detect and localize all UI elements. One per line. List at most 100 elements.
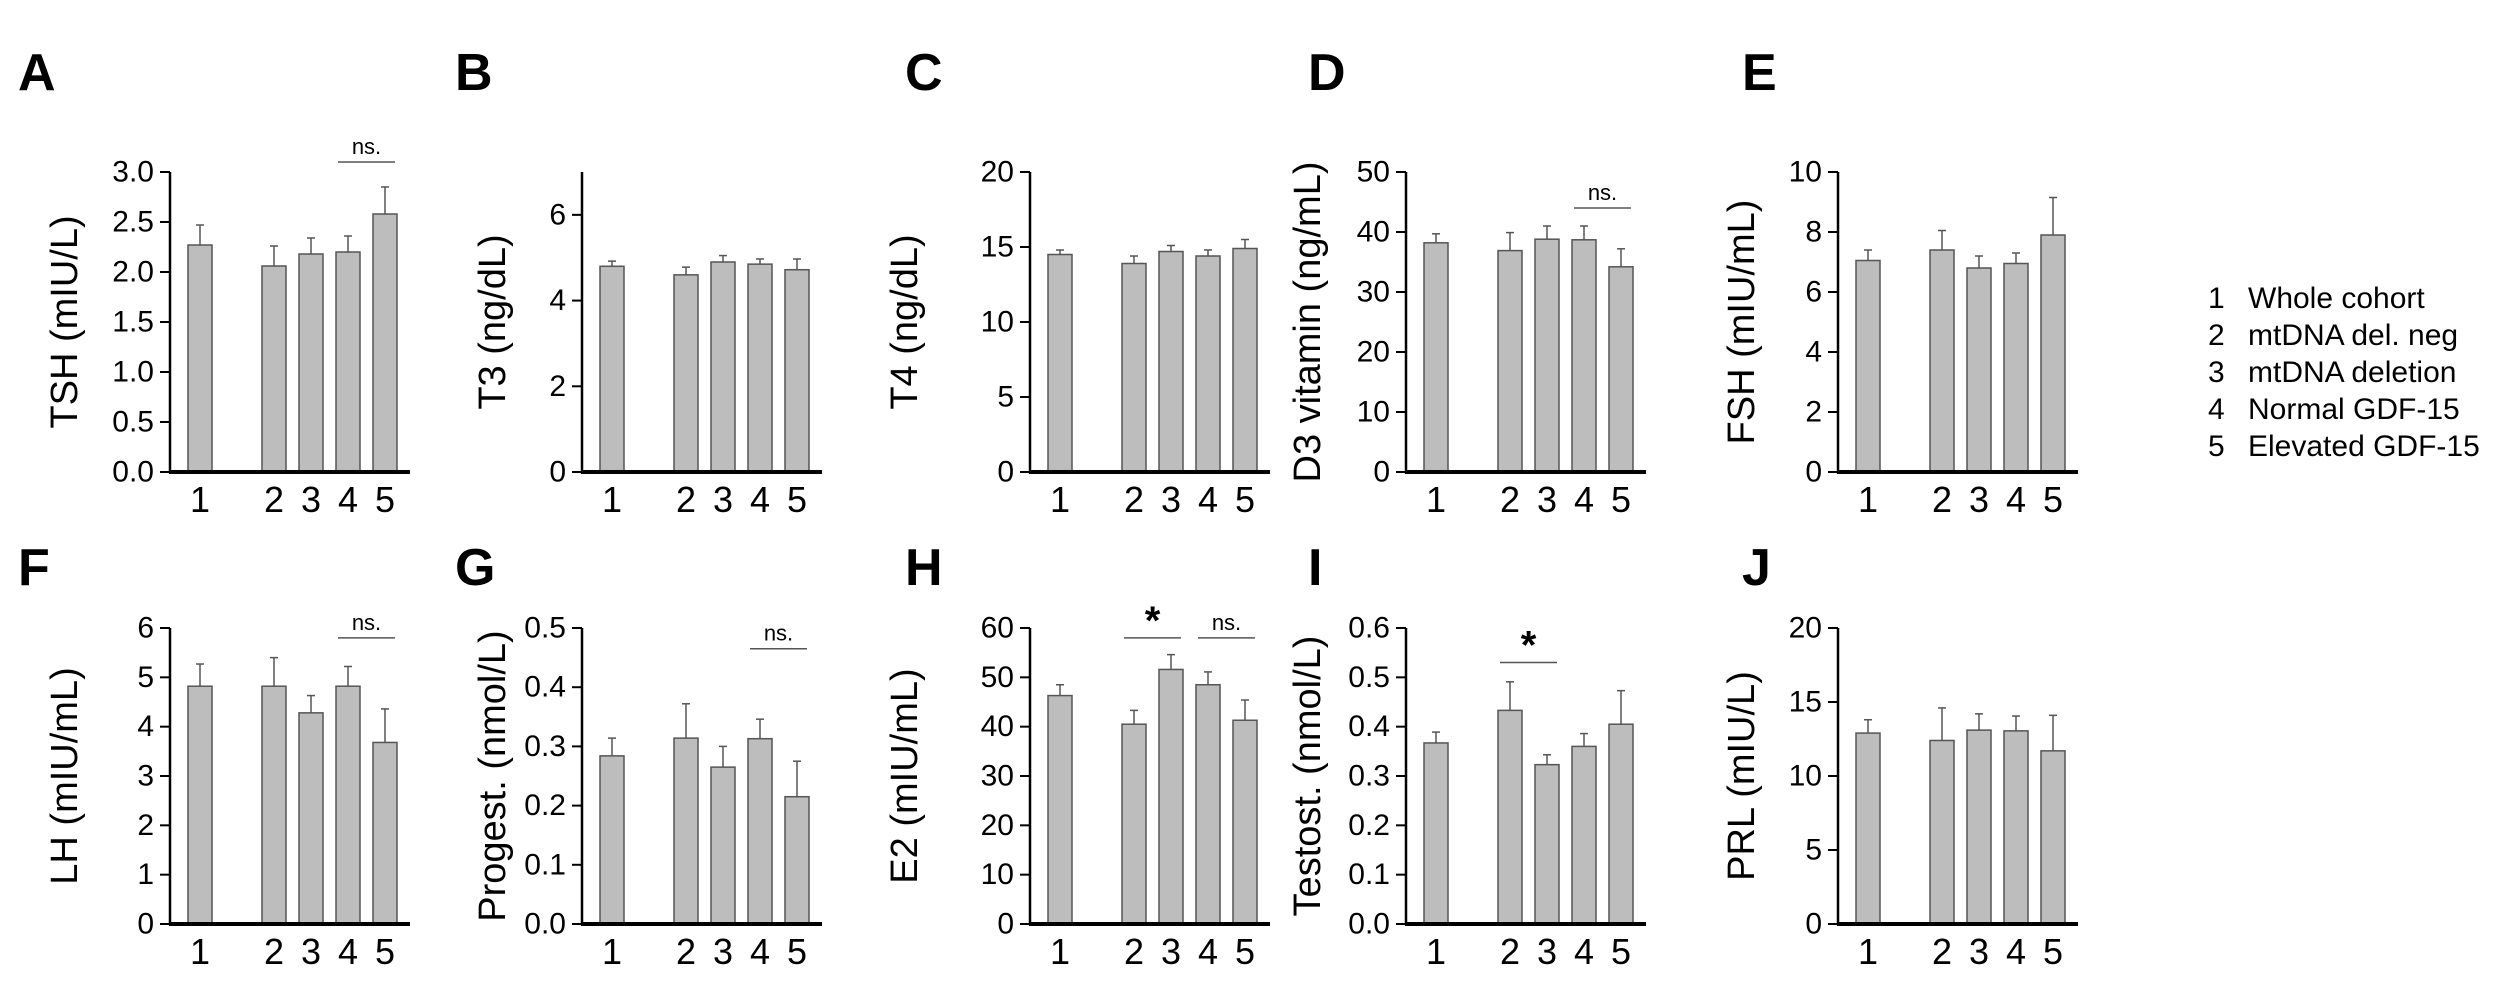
bar bbox=[2003, 730, 2029, 925]
y-tick-label: 30 bbox=[981, 760, 1014, 793]
y-axis-label: T3 (ng/dL) bbox=[472, 234, 514, 409]
significance-star: * bbox=[1521, 624, 1537, 668]
legend-item-label: Normal GDF-15 bbox=[2248, 393, 2460, 426]
bar bbox=[1497, 249, 1523, 473]
bar bbox=[1855, 732, 1881, 925]
x-tick-label: 2 bbox=[264, 931, 284, 972]
bar bbox=[1195, 683, 1221, 925]
bar bbox=[2040, 750, 2066, 925]
y-tick-label: 5 bbox=[1805, 834, 1822, 867]
legend-item-label: mtDNA deletion bbox=[2248, 356, 2456, 389]
y-tick-label: 0.3 bbox=[1348, 760, 1390, 793]
panel-letter-g: G bbox=[455, 539, 495, 597]
y-tick-label: 1.5 bbox=[112, 306, 154, 339]
y-tick-label: 3.0 bbox=[112, 156, 154, 189]
bar bbox=[1929, 739, 1955, 925]
y-tick-label: 60 bbox=[981, 612, 1014, 645]
panel-letter-h: H bbox=[905, 539, 943, 597]
x-tick-label: 3 bbox=[713, 931, 733, 972]
x-tick-label: 3 bbox=[301, 931, 321, 972]
bar bbox=[1047, 694, 1073, 925]
bar bbox=[1232, 719, 1258, 925]
y-tick-label: 10 bbox=[981, 858, 1014, 891]
bar bbox=[599, 265, 625, 473]
x-tick-label: 5 bbox=[1611, 931, 1631, 972]
y-tick-label: 20 bbox=[1357, 336, 1390, 369]
x-tick-label: 1 bbox=[190, 931, 210, 972]
bar bbox=[1571, 239, 1597, 473]
y-tick-label: 4 bbox=[549, 284, 566, 317]
y-tick-label: 8 bbox=[1805, 216, 1822, 249]
bar bbox=[673, 274, 699, 473]
x-tick-label: 2 bbox=[1500, 931, 1520, 972]
x-tick-label: 1 bbox=[1426, 931, 1446, 972]
y-tick-label: 10 bbox=[1789, 760, 1822, 793]
panel-i: I Testost. (nmol/L) 0.0 0.1 0.2 0.3 0.4 0.5 0.6 1… bbox=[1287, 539, 1646, 972]
x-tick-label: 5 bbox=[2043, 931, 2063, 972]
y-tick-label: 6 bbox=[1805, 276, 1822, 309]
x-tick-label: 5 bbox=[375, 931, 395, 972]
y-tick-label: 4 bbox=[137, 710, 154, 743]
y-tick-label: 10 bbox=[1789, 156, 1822, 189]
x-tick-label: 4 bbox=[2006, 479, 2026, 520]
bar bbox=[2040, 234, 2066, 473]
significance-star: * bbox=[1145, 599, 1161, 643]
y-tick-label: 50 bbox=[981, 661, 1014, 694]
legend-item-number: 2 bbox=[2208, 319, 2225, 352]
x-tick-label: 1 bbox=[1858, 479, 1878, 520]
bar bbox=[1608, 266, 1634, 473]
x-tick-label: 1 bbox=[602, 931, 622, 972]
panel-letter-c: C bbox=[905, 44, 943, 102]
bar bbox=[1534, 238, 1560, 473]
y-axis-label: FSH (mIU/mL) bbox=[1721, 200, 1763, 445]
y-axis-label: E2 (mIU/mL) bbox=[884, 668, 926, 883]
bar bbox=[784, 268, 810, 473]
legend-item-label: Whole cohort bbox=[2248, 282, 2425, 315]
x-tick-label: 2 bbox=[264, 479, 284, 520]
y-tick-label: 0.2 bbox=[1348, 809, 1390, 842]
y-tick-label: 0 bbox=[549, 456, 566, 489]
panel-letter-d: D bbox=[1308, 44, 1346, 102]
y-tick-label: 30 bbox=[1357, 276, 1390, 309]
y-tick-label: 20 bbox=[1789, 612, 1822, 645]
x-tick-label: 5 bbox=[1611, 479, 1631, 520]
y-tick-label: 6 bbox=[137, 612, 154, 645]
y-tick-label: 2 bbox=[549, 370, 566, 403]
y-axis-label: D3 vitamin (ng/mL) bbox=[1287, 162, 1329, 483]
y-tick-label: 50 bbox=[1357, 156, 1390, 189]
bar bbox=[1121, 723, 1147, 925]
y-tick-label: 40 bbox=[981, 710, 1014, 743]
y-tick-label: 10 bbox=[981, 306, 1014, 339]
x-tick-label: 2 bbox=[676, 931, 696, 972]
x-tick-label: 3 bbox=[1161, 931, 1181, 972]
y-tick-label: 0.0 bbox=[1348, 908, 1390, 941]
y-axis-label: Progest. (nmol/L) bbox=[472, 630, 514, 921]
x-tick-label: 5 bbox=[1235, 479, 1255, 520]
panel-letter-j: J bbox=[1742, 539, 1771, 597]
legend-group: 1 Whole cohort 2 mtDNA del. neg 3 mtDNA delet… bbox=[2208, 282, 2480, 463]
bar bbox=[1608, 723, 1634, 925]
bar bbox=[187, 244, 213, 473]
bar bbox=[298, 712, 324, 925]
x-tick-label: 1 bbox=[190, 479, 210, 520]
y-tick-label: 40 bbox=[1357, 216, 1390, 249]
bar bbox=[1158, 668, 1184, 925]
x-tick-label: 4 bbox=[2006, 931, 2026, 972]
y-tick-label: 0 bbox=[137, 908, 154, 941]
x-tick-label: 3 bbox=[1969, 479, 1989, 520]
x-tick-label: 4 bbox=[1198, 479, 1218, 520]
bar bbox=[261, 265, 287, 473]
legend-item-number: 3 bbox=[2208, 356, 2225, 389]
y-tick-label: 0.4 bbox=[524, 671, 566, 704]
ns-label: ns. bbox=[764, 621, 793, 646]
legend-item-number: 4 bbox=[2208, 393, 2225, 426]
y-tick-label: 15 bbox=[981, 231, 1014, 264]
x-tick-label: 2 bbox=[1500, 479, 1520, 520]
ns-label: ns. bbox=[1588, 180, 1617, 205]
y-tick-label: 2 bbox=[1805, 396, 1822, 429]
bar bbox=[1047, 253, 1073, 473]
panel-letter-b: B bbox=[455, 44, 493, 102]
